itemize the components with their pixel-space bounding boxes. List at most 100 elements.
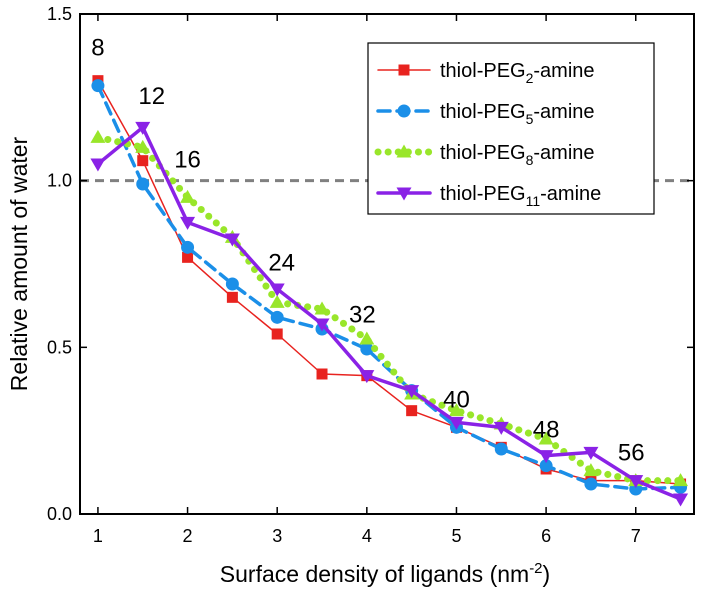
x-axis-title-main: Surface density of ligands (nm [220, 561, 529, 587]
legend-label-sub: 2 [526, 70, 534, 86]
data-point [448, 403, 464, 417]
data-point [406, 405, 418, 417]
data-point [360, 342, 374, 356]
data-point [583, 463, 599, 477]
data-point [539, 459, 553, 473]
legend-marker [397, 104, 411, 118]
data-point [494, 442, 508, 456]
data-point [628, 475, 644, 489]
legend: thiol-PEG2-aminethiol-PEG5-aminethiol-PE… [367, 42, 655, 215]
legend-label-end: -amine [533, 60, 594, 82]
legend-label-end: -amine [540, 183, 601, 205]
density-annotation: 8 [91, 35, 104, 62]
data-point [316, 368, 328, 380]
data-point [180, 216, 196, 230]
axis-ticks: 1 2 3 4 5 6 70.00.51.01.5 [47, 4, 694, 546]
data-point [584, 477, 598, 491]
data-point [673, 493, 689, 507]
legend-marker [396, 144, 412, 158]
data-point [224, 233, 240, 247]
data-point [538, 450, 554, 464]
y-tick-label: 0.0 [47, 504, 72, 524]
density-annotation: 16 [174, 146, 201, 173]
x-axis-title-sup: -2 [529, 560, 542, 577]
data-point [136, 177, 150, 191]
legend-label-sub: 5 [526, 111, 534, 127]
legend-box [367, 42, 655, 215]
x-tick-label: 4 [362, 526, 372, 546]
legend-label-sub: 8 [526, 152, 534, 168]
data-point [493, 421, 509, 435]
legend-label: thiol-PEG5-amine [440, 101, 595, 127]
y-axis-title: Relative amount of water [6, 136, 32, 391]
x-axis-title: Surface density of ligands (nm-2) [220, 560, 550, 587]
data-point [271, 328, 283, 340]
legend-label-end: -amine [533, 142, 594, 164]
density-annotation: 40 [443, 386, 470, 413]
data-point [180, 189, 196, 203]
legend-label-main: thiol-PEG [440, 101, 526, 123]
data-point [583, 446, 599, 460]
x-axis-title-end: ) [543, 561, 551, 587]
legend-label: thiol-PEG2-amine [440, 60, 595, 86]
y-tick-label: 1.0 [47, 171, 72, 191]
legend-item: thiol-PEG8-amine [374, 142, 595, 168]
data-point [673, 473, 689, 487]
x-tick-label: 1 [93, 526, 103, 546]
data-point [181, 240, 195, 254]
x-tick-label: 3 [272, 526, 282, 546]
y-tick-label: 1.5 [47, 4, 72, 24]
series-layer [90, 75, 689, 507]
density-annotation: 56 [618, 440, 645, 467]
legend-label-main: thiol-PEG [440, 60, 526, 82]
data-point [359, 331, 375, 345]
legend-label-end: -amine [533, 101, 594, 123]
data-point [90, 158, 106, 172]
series-line [97, 79, 682, 485]
legend-label-main: thiol-PEG [440, 142, 526, 164]
data-point [137, 155, 149, 167]
data-point [538, 431, 554, 445]
data-point [135, 121, 151, 135]
density-annotation: 12 [138, 83, 165, 110]
data-point [91, 79, 105, 93]
data-point [359, 370, 375, 384]
data-point [404, 385, 420, 399]
series-line [96, 125, 683, 501]
data-point [269, 294, 285, 308]
legend-label: thiol-PEG11-amine [440, 183, 601, 209]
data-point [314, 318, 330, 332]
data-point [225, 277, 239, 291]
data-point [226, 291, 238, 303]
x-tick-label: 7 [631, 526, 641, 546]
legend-marker [396, 187, 412, 201]
legend-item: thiol-PEG2-amine [377, 60, 595, 86]
plot-frame [79, 13, 695, 515]
y-tick-label: 0.5 [47, 337, 72, 357]
x-tick-label: 2 [183, 526, 193, 546]
legend-marker [398, 64, 410, 76]
data-point [270, 310, 284, 324]
data-point [269, 283, 285, 297]
legend-label-main: thiol-PEG [440, 183, 526, 205]
legend-item: thiol-PEG11-amine [376, 183, 601, 209]
annotation-layer: 8 12 16 24 32 40 48 56 [91, 35, 644, 467]
data-point [182, 251, 194, 263]
legend-item: thiol-PEG5-amine [376, 101, 595, 127]
data-point [314, 301, 330, 315]
series-thiol-peg5-amine [91, 79, 688, 496]
density-annotation: 24 [268, 250, 295, 277]
series-thiol-peg11-amine [90, 121, 689, 507]
data-point [135, 139, 151, 153]
data-point [90, 129, 106, 143]
x-tick-label: 6 [541, 526, 551, 546]
x-tick-label: 5 [451, 526, 461, 546]
density-annotation: 32 [349, 301, 376, 328]
data-point [448, 416, 464, 430]
legend-label-sub: 11 [526, 193, 541, 209]
series-line [96, 83, 683, 491]
density-annotation: 48 [533, 416, 560, 443]
series-line [94, 133, 685, 485]
legend-label: thiol-PEG8-amine [440, 142, 595, 168]
